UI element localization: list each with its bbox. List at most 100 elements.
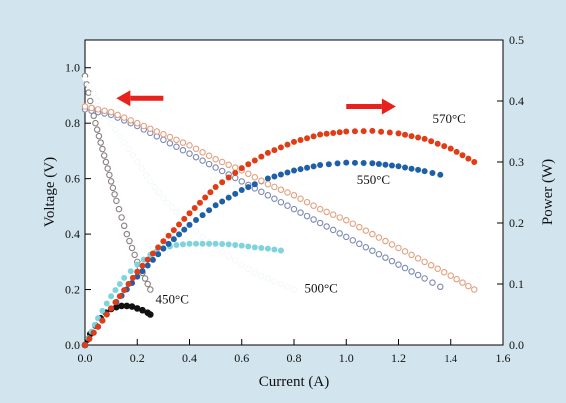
- data-point: [245, 243, 252, 250]
- data-point: [170, 236, 177, 243]
- data-point: [336, 230, 343, 237]
- y2-tick-label: 0.4: [509, 94, 524, 108]
- data-point: [140, 122, 148, 130]
- data-point: [206, 240, 213, 247]
- data-point: [277, 247, 284, 254]
- data-point: [402, 131, 409, 138]
- data-point: [323, 208, 330, 216]
- data-point: [401, 248, 409, 255]
- data-point: [206, 207, 213, 214]
- data-point: [123, 230, 131, 238]
- data-point: [434, 140, 441, 147]
- data-point: [415, 134, 422, 141]
- x-tick-label: 1.0: [339, 351, 354, 365]
- data-point: [107, 178, 115, 185]
- data-point: [165, 232, 172, 239]
- data-point: [100, 152, 108, 159]
- data-point: [232, 169, 239, 176]
- data-point: [108, 305, 115, 312]
- data-point: [186, 210, 193, 217]
- data-point: [356, 223, 363, 231]
- data-point: [95, 132, 103, 140]
- data-point: [238, 261, 245, 268]
- data-point: [186, 221, 193, 228]
- data-point: [139, 262, 146, 269]
- data-point: [291, 138, 297, 145]
- data-point: [127, 268, 134, 275]
- data-point: [290, 205, 298, 213]
- data-point: [144, 280, 151, 288]
- data-point: [106, 171, 113, 179]
- data-point: [232, 257, 239, 264]
- data-point: [139, 268, 146, 275]
- data-point: [310, 202, 317, 209]
- data-point: [258, 153, 265, 160]
- data-point: [317, 131, 324, 138]
- data-point: [212, 202, 219, 209]
- data-point: [323, 223, 330, 230]
- data-point: [334, 160, 341, 167]
- data-point: [362, 227, 370, 234]
- data-point: [191, 204, 198, 211]
- data-point: [453, 148, 460, 155]
- left-axis-tick-labels: 0.0 0.2 0.4 0.6 0.8 1.0: [65, 61, 80, 352]
- data-point: [193, 228, 199, 235]
- data-point: [310, 133, 317, 140]
- data-point: [131, 251, 138, 259]
- series-voltage-450c: [81, 72, 154, 293]
- data-point: [196, 199, 203, 206]
- data-point: [284, 202, 291, 209]
- data-point: [245, 184, 252, 191]
- data-point: [144, 256, 151, 263]
- data-point: [297, 209, 304, 216]
- data-point: [147, 178, 154, 185]
- data-point: [212, 240, 219, 247]
- data-point: [97, 139, 104, 146]
- x-tick-label: 1.6: [496, 351, 511, 365]
- data-point: [453, 275, 460, 283]
- data-point: [434, 265, 441, 272]
- y2-tick-label: 0.1: [509, 277, 524, 291]
- data-point: [149, 250, 156, 257]
- data-point: [173, 241, 180, 248]
- data-point: [297, 195, 304, 202]
- data-point: [156, 189, 162, 196]
- data-point: [271, 246, 278, 253]
- data-point: [129, 152, 136, 159]
- y-tick-label: 0.8: [65, 116, 80, 130]
- y-tick-label: 0.0: [65, 338, 80, 352]
- data-point: [232, 241, 239, 248]
- data-point: [271, 195, 278, 202]
- data-point: [251, 244, 258, 251]
- data-point: [401, 264, 409, 272]
- data-point: [378, 128, 385, 135]
- data-point: [181, 215, 188, 222]
- data-point: [342, 216, 350, 224]
- data-point: [114, 111, 121, 119]
- data-point: [108, 293, 115, 300]
- data-point: [219, 241, 226, 248]
- data-point: [218, 167, 226, 175]
- data-point: [258, 272, 265, 279]
- data-point: [421, 275, 428, 282]
- data-point: [160, 131, 167, 138]
- data-point: [325, 161, 332, 168]
- data-point: [170, 227, 177, 234]
- data-point: [199, 157, 206, 164]
- data-point: [264, 275, 271, 282]
- data-point: [165, 240, 172, 247]
- data-point: [231, 164, 239, 171]
- data-point: [362, 244, 370, 251]
- data-point: [245, 161, 252, 168]
- x-axis-title: Current (A): [259, 374, 329, 390]
- data-point: [151, 184, 158, 190]
- data-point: [284, 189, 291, 196]
- data-point: [199, 212, 206, 219]
- y2-tick-label: 0.2: [509, 216, 524, 230]
- data-point: [258, 188, 265, 196]
- data-point: [264, 180, 272, 188]
- data-point: [459, 152, 466, 159]
- data-point: [166, 140, 174, 147]
- data-point: [316, 205, 324, 213]
- data-point: [219, 249, 226, 256]
